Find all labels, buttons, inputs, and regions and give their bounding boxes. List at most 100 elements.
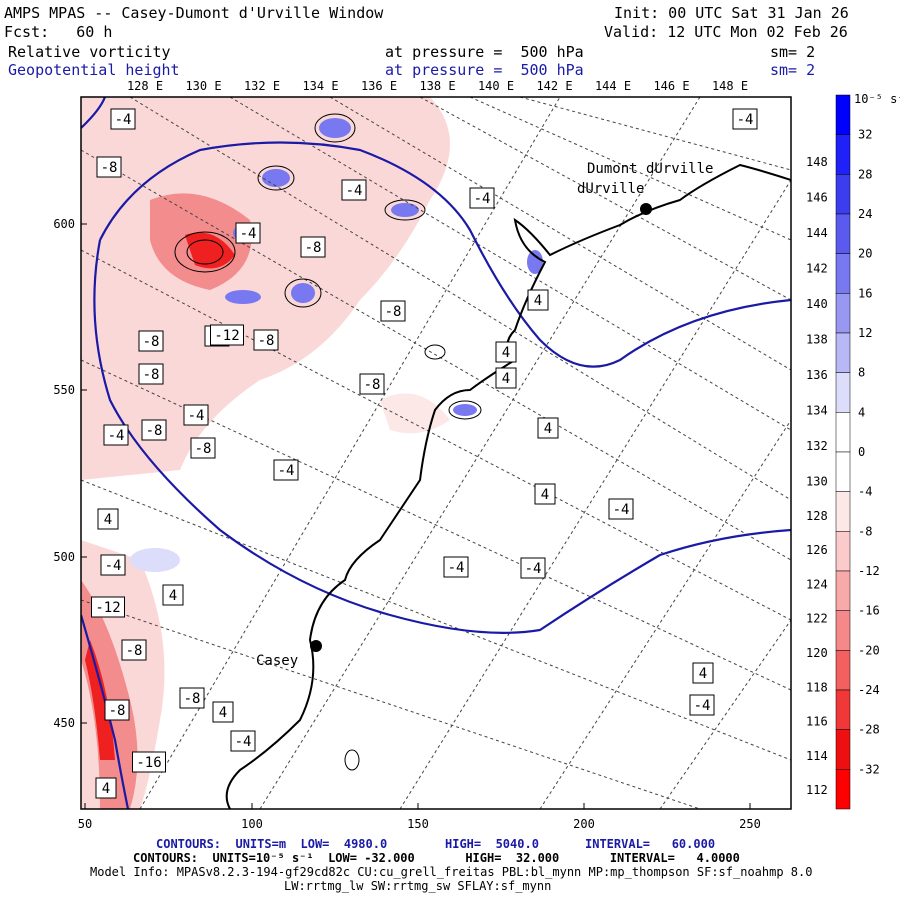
lon-top-label: 148 E <box>712 79 748 93</box>
svg-text:-12: -12 <box>214 328 239 344</box>
contour-value-label: 4 <box>534 483 556 505</box>
contour-value-label: -4 <box>689 694 715 716</box>
colorbar-tick-label: -32 <box>858 762 880 776</box>
colorbar-swatch <box>835 570 851 611</box>
footer-model-info: Model Info: MPASv8.2.3-194-gf29cd82c CU:… <box>90 865 813 879</box>
lat-right-label: 140 E <box>806 297 842 311</box>
contour-value-label: -4 <box>273 459 299 481</box>
colorbar-swatch <box>835 531 851 572</box>
colorbar-swatch <box>835 451 851 492</box>
graticule <box>81 97 791 809</box>
contour-value-label: -12 <box>91 596 125 618</box>
contour-value-label: 4 <box>692 662 714 684</box>
svg-text:-4: -4 <box>188 408 205 424</box>
field1-name: Relative vorticity <box>8 43 171 61</box>
svg-text:-8: -8 <box>126 643 143 659</box>
coastline <box>225 163 791 809</box>
field2-name: Geopotential height <box>8 61 180 79</box>
lat-right-label: 116 E <box>806 715 842 729</box>
svg-text:-8: -8 <box>109 703 126 719</box>
lat-right-label: 118 E <box>806 680 842 694</box>
svg-text:4: 4 <box>534 293 542 309</box>
colorbar-tick-label: 32 <box>858 128 872 142</box>
contour-value-label: -8 <box>104 699 130 721</box>
contour-value-label: -8 <box>253 329 279 351</box>
lon-top-label: 128 E <box>127 79 163 93</box>
contour-value-label: -8 <box>300 236 326 258</box>
x-tick-label: 200 <box>573 817 595 831</box>
contour-value-label: -4 <box>469 187 495 209</box>
contour-value-label: -4 <box>103 424 129 446</box>
lat-right-label: 138 E <box>806 333 842 347</box>
contour-value-label: -8 <box>359 373 385 395</box>
lon-top-label: 136 E <box>361 79 397 93</box>
contour-value-label: -16 <box>132 751 166 773</box>
colorbar-swatch <box>835 253 851 294</box>
y-tick-label: 500 <box>53 550 75 564</box>
x-tick-label: 100 <box>241 817 263 831</box>
contour-value-label: -4 <box>443 556 469 578</box>
contour-value-label: 4 <box>97 508 119 530</box>
colorbar-swatch <box>835 94 851 135</box>
forecast-hour: Fcst: 60 h <box>4 23 113 41</box>
svg-text:-4: -4 <box>613 502 630 518</box>
contour-value-label: -4 <box>608 498 634 520</box>
colorbar-tick-label: -20 <box>858 643 880 657</box>
lon-top-label: 144 E <box>595 79 631 93</box>
svg-text:-4: -4 <box>108 428 125 444</box>
lat-right-label: 112 E <box>806 783 842 797</box>
colorbar-tick-label: 12 <box>858 326 872 340</box>
field2-smoothing: sm= 2 <box>770 61 816 79</box>
y-tick-label: 550 <box>53 383 75 397</box>
contour-value-label: -4 <box>235 222 261 244</box>
colorbar-tick-label: -8 <box>858 524 872 538</box>
svg-text:-8: -8 <box>101 160 118 176</box>
x-tick-label: 150 <box>407 817 429 831</box>
lon-top-label: 130 E <box>185 79 221 93</box>
init-time: Init: 00 UTC Sat 31 Jan 26 <box>614 4 849 22</box>
contour-value-label: -8 <box>138 363 164 385</box>
lat-right-label: 120 E <box>806 646 842 660</box>
colorbar-tick-label: 16 <box>858 286 872 300</box>
contour-value-label: 4 <box>495 367 517 389</box>
colorbar-tick-label: 4 <box>858 405 865 419</box>
field1-level: at pressure = 500 hPa <box>385 43 584 61</box>
colorbar-swatch <box>835 372 851 413</box>
vorticity-shading-positive <box>225 118 543 416</box>
svg-text:4: 4 <box>502 345 510 361</box>
contour-value-label: -8 <box>179 687 205 709</box>
colorbar-tick-label: -28 <box>858 723 880 737</box>
svg-text:-16: -16 <box>136 755 161 771</box>
svg-text:-4: -4 <box>448 560 465 576</box>
contour-value-label: 4 <box>537 417 559 439</box>
svg-text:-4: -4 <box>525 561 542 577</box>
footer-height-interval: INTERVAL= 60.000 <box>585 837 716 851</box>
colorbar-swatch <box>835 729 851 770</box>
svg-text:-8: -8 <box>195 441 212 457</box>
contour-value-label: 4 <box>162 584 184 606</box>
colorbar-swatch <box>835 293 851 334</box>
svg-text:-4: -4 <box>737 112 754 128</box>
svg-text:-4: -4 <box>235 734 252 750</box>
svg-text:4: 4 <box>699 666 707 682</box>
vorticity-contours <box>174 113 482 771</box>
svg-text:-12: -12 <box>95 600 120 616</box>
contour-value-label: -4 <box>183 404 209 426</box>
footer-physics-info: LW:rrtmg_lw SW:rrtmg_sw SFLAY:sf_mynn <box>284 879 552 893</box>
contour-value-label: -12 <box>210 324 244 346</box>
colorbar-swatch <box>835 174 851 215</box>
lat-right-label: 128 E <box>806 509 842 523</box>
valid-time: Valid: 12 UTC Mon 02 Feb 26 <box>604 23 848 41</box>
colorbar-tick-label: -12 <box>858 564 880 578</box>
station-marker-dumont-durville <box>640 203 652 215</box>
colorbar-tick-label: 24 <box>858 207 872 221</box>
contour-value-label: -4 <box>341 179 367 201</box>
svg-text:4: 4 <box>544 421 552 437</box>
contour-value-label: -8 <box>121 639 147 661</box>
lon-top-label: 140 E <box>478 79 514 93</box>
svg-text:-8: -8 <box>184 691 201 707</box>
svg-text:4: 4 <box>104 512 112 528</box>
contour-value-label: 4 <box>212 701 234 723</box>
colorbar-swatch <box>835 610 851 651</box>
